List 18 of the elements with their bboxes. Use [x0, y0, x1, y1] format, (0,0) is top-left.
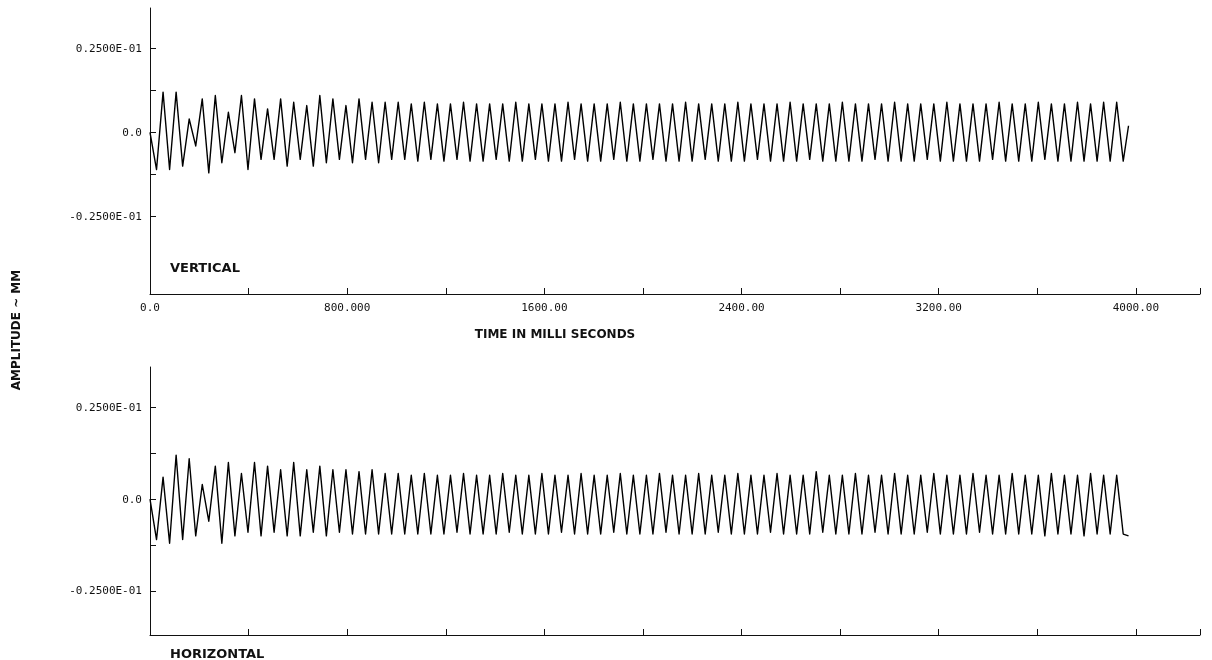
line-series	[149, 91, 1130, 174]
y-tick-label: 0.0	[122, 492, 142, 506]
x-tick-label: 4000.00	[1112, 301, 1160, 314]
line-series	[149, 454, 1130, 544]
x-tick-label: 1600.00	[521, 301, 568, 314]
y-tick-label: -0.2500E-01	[69, 584, 142, 598]
x-tick-label: 800.000	[324, 301, 371, 314]
y-axis-title: AMPLITUDE ~ MM	[9, 269, 23, 391]
y-tick-label: -0.2500E-01	[69, 210, 142, 224]
text: HORIZONTAL	[170, 646, 265, 660]
x-tick-label: 0.0	[140, 301, 160, 314]
x-tick-label: 3200.00	[915, 301, 962, 314]
y-tick-label: 0.2500E-01	[75, 41, 142, 55]
text: VERTICAL	[170, 260, 240, 275]
y-tick-label: 0.2500E-01	[75, 400, 142, 414]
y-tick-label: 0.0	[122, 125, 142, 139]
x-tick-label: 2400.00	[718, 301, 765, 314]
x-axis-title: TIME IN MILLI SECONDS	[474, 327, 636, 341]
